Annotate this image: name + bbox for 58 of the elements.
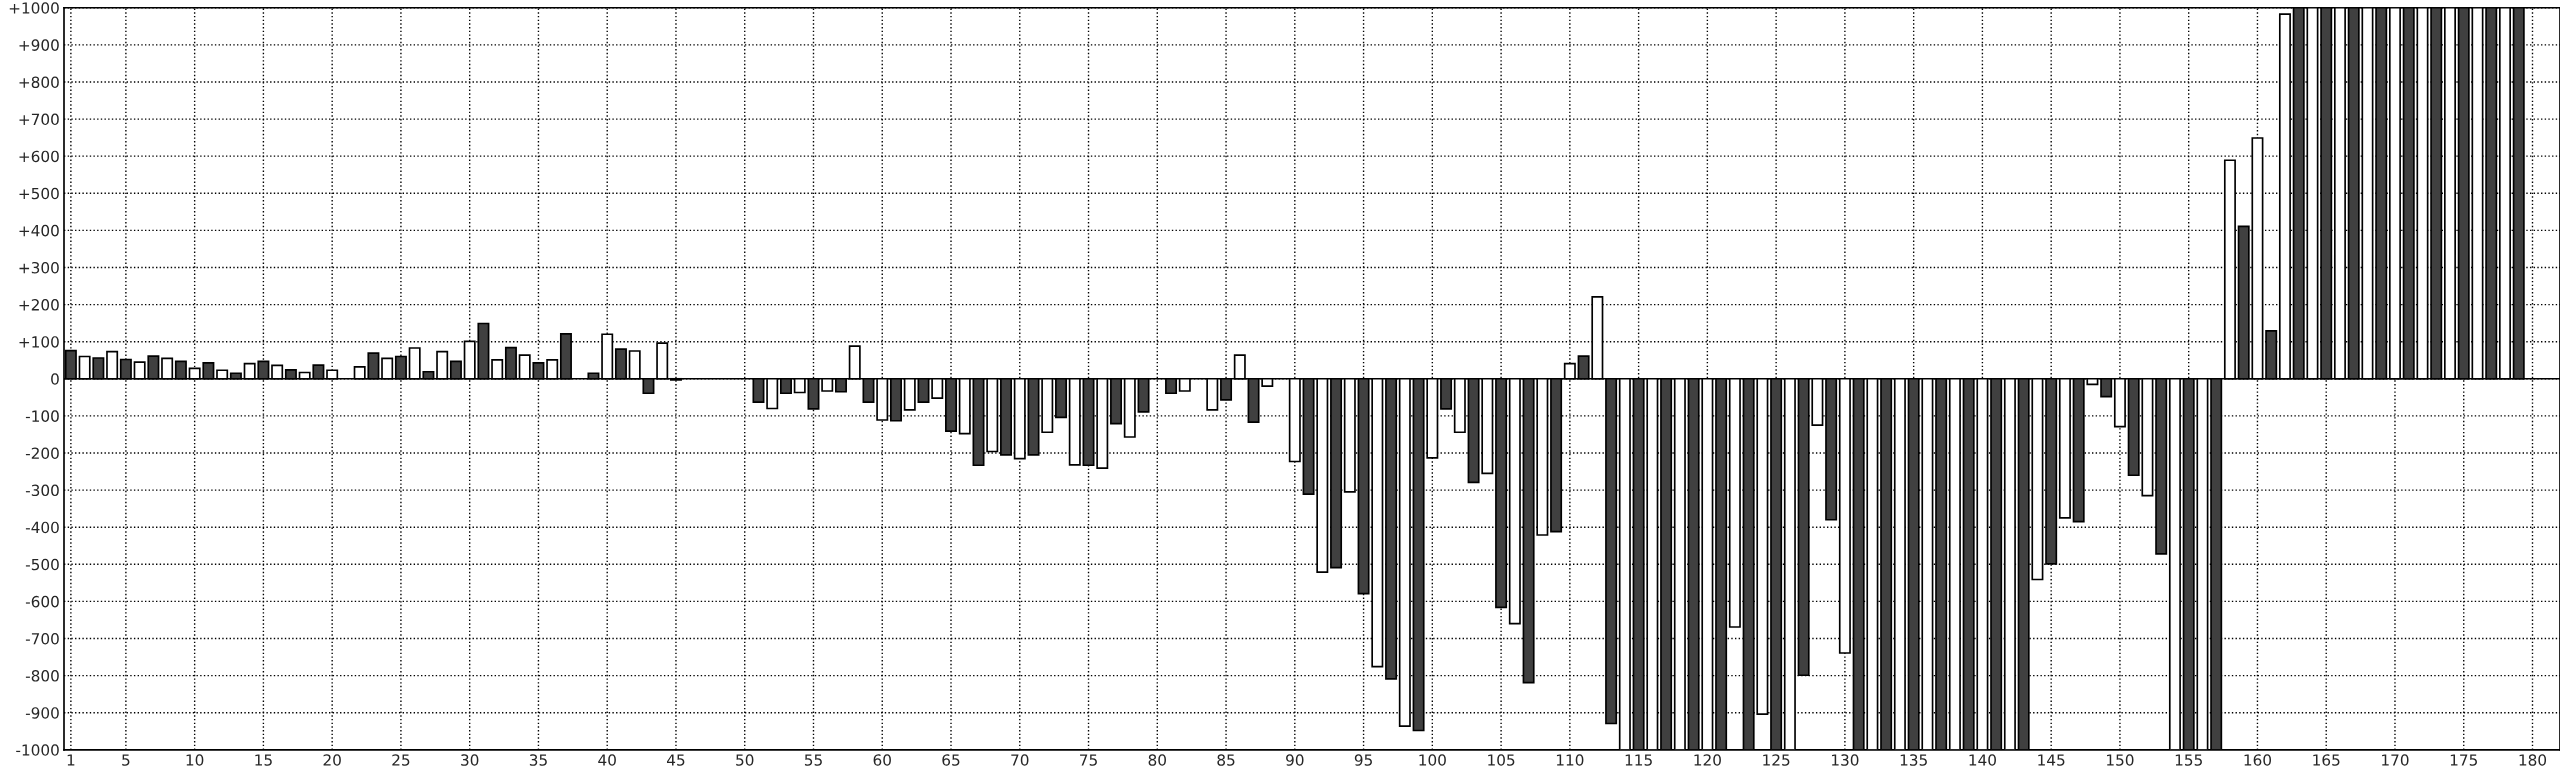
x-tick-label: 30 bbox=[461, 754, 479, 766]
x-tick-label: 155 bbox=[2175, 754, 2202, 766]
y-tick-label: -500 bbox=[25, 558, 59, 571]
x-tick-label: 105 bbox=[1488, 754, 1515, 766]
x-tick-label: 40 bbox=[598, 754, 616, 766]
x-tick-label: 160 bbox=[2244, 754, 2272, 766]
y-tick-label: +100 bbox=[19, 336, 59, 348]
x-tick-label: 5 bbox=[122, 754, 130, 766]
x-tick-label: 95 bbox=[1354, 754, 1372, 766]
y-tick-label: +600 bbox=[19, 150, 59, 163]
x-tick-label: 45 bbox=[666, 754, 685, 766]
x-tick-label: 150 bbox=[2107, 754, 2134, 766]
y-tick-label: +200 bbox=[19, 299, 59, 311]
y-tick-label: +1000 bbox=[9, 2, 59, 14]
y-tick-label: +300 bbox=[19, 261, 59, 274]
x-tick-label: 115 bbox=[1625, 754, 1652, 766]
y-tick-label: +500 bbox=[19, 187, 59, 200]
x-tick-label: 60 bbox=[873, 754, 891, 766]
x-tick-label: 165 bbox=[2313, 754, 2340, 766]
y-tick-label: +800 bbox=[19, 76, 59, 88]
x-tick-label: 120 bbox=[1694, 754, 1721, 766]
x-tick-label: 55 bbox=[804, 754, 822, 766]
x-tick-label: 15 bbox=[255, 754, 272, 766]
x-tick-label: 65 bbox=[942, 754, 960, 766]
y-tick-label: -400 bbox=[25, 521, 59, 534]
y-tick-label: -200 bbox=[25, 447, 59, 460]
x-tick-label: 180 bbox=[2519, 754, 2547, 766]
x-tick-label: 50 bbox=[736, 754, 754, 766]
x-tick-label: 110 bbox=[1556, 754, 1584, 766]
x-tick-label: 90 bbox=[1286, 754, 1304, 766]
x-tick-label: 75 bbox=[1080, 754, 1097, 766]
x-tick-label: 35 bbox=[529, 754, 547, 766]
x-tick-label: 125 bbox=[1763, 754, 1790, 766]
y-tick-label: -700 bbox=[25, 632, 59, 645]
x-tick-label: 10 bbox=[186, 754, 204, 766]
x-tick-label: 130 bbox=[1831, 754, 1859, 766]
x-tick-label: 80 bbox=[1148, 754, 1166, 766]
x-tick-label: 20 bbox=[323, 754, 341, 766]
x-tick-label: 1 bbox=[67, 754, 75, 766]
y-tick-label: -100 bbox=[25, 410, 59, 422]
x-tick-label: 145 bbox=[2038, 754, 2065, 766]
x-tick-label: 170 bbox=[2382, 754, 2409, 766]
x-tick-label: 70 bbox=[1011, 754, 1029, 766]
x-tick-label: 100 bbox=[1419, 754, 1446, 766]
y-tick-label: -900 bbox=[25, 707, 59, 719]
y-tick-label: -300 bbox=[25, 484, 59, 497]
y-tick-label: +700 bbox=[19, 113, 59, 126]
y-tick-label: -800 bbox=[25, 670, 59, 682]
x-tick-label: 175 bbox=[2450, 754, 2477, 766]
x-tick-label: 85 bbox=[1217, 754, 1235, 766]
x-tick-label: 135 bbox=[1900, 754, 1927, 766]
y-tick-label: -600 bbox=[25, 595, 59, 608]
x-tick-label: 140 bbox=[1969, 754, 1996, 766]
y-tick-label: +400 bbox=[19, 224, 59, 237]
y-tick-label: -1000 bbox=[16, 744, 59, 756]
x-tick-label: 25 bbox=[392, 754, 410, 766]
y-tick-label: 0 bbox=[51, 373, 59, 385]
y-tick-label: +900 bbox=[19, 39, 59, 51]
